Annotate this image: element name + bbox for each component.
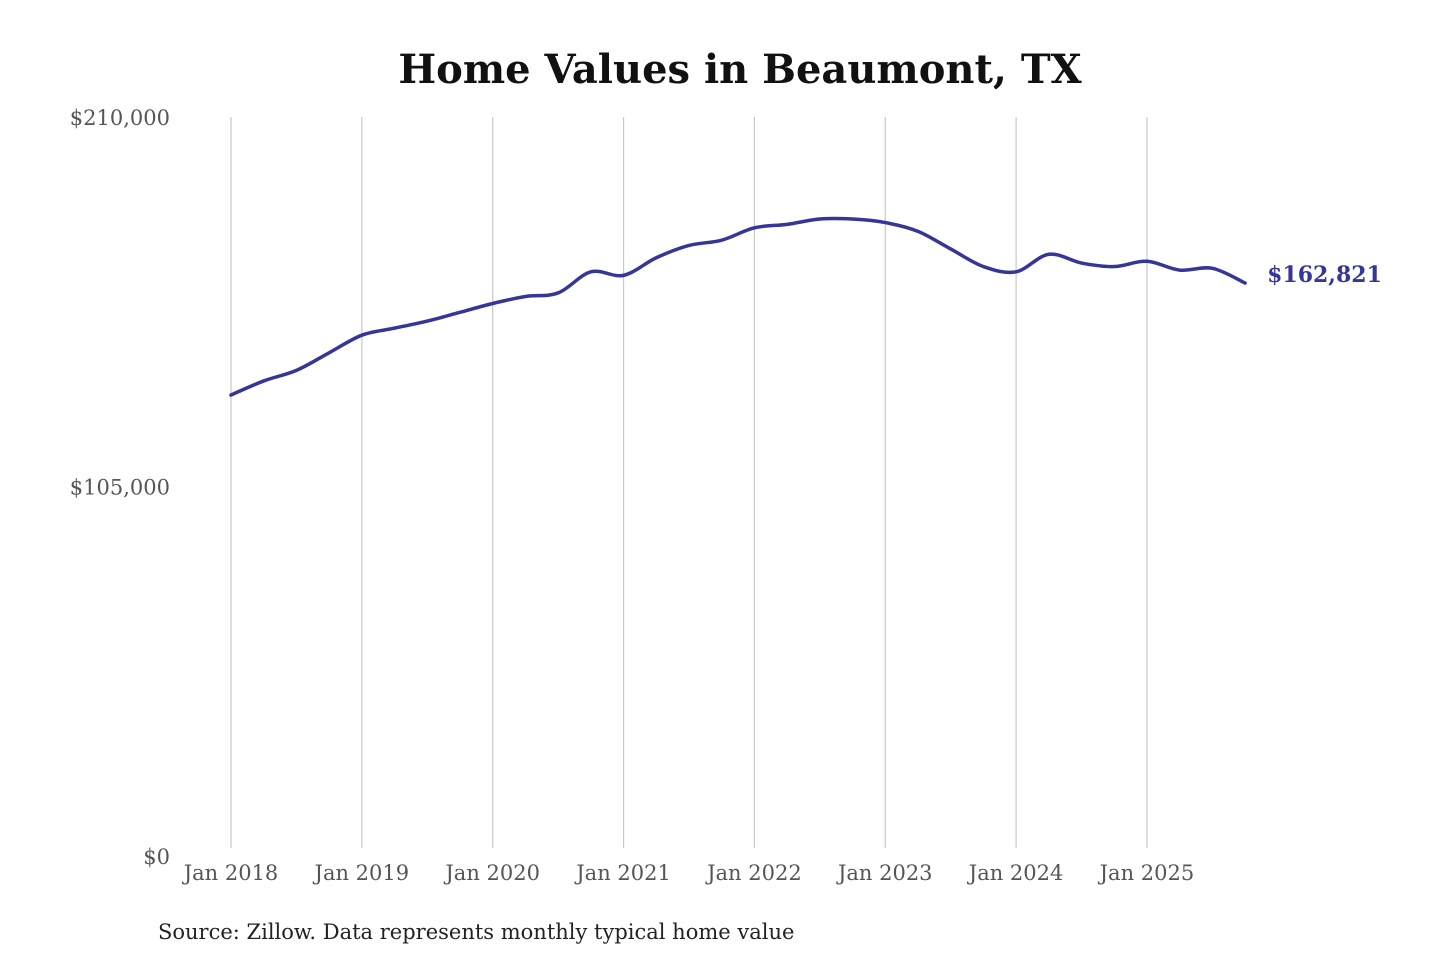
y-tick-label: $105,000 bbox=[70, 476, 170, 500]
x-tick-label: Jan 2018 bbox=[182, 861, 279, 885]
y-axis-ticks: $0 $105,000 $210,000 bbox=[70, 106, 170, 869]
x-tick-label: Jan 2023 bbox=[836, 861, 933, 885]
y-tick-label: $0 bbox=[143, 845, 170, 869]
source-note: Source: Zillow. Data represents monthly … bbox=[158, 920, 794, 944]
x-tick-label: Jan 2019 bbox=[313, 861, 410, 885]
chart-title: Home Values in Beaumont, TX bbox=[398, 46, 1081, 93]
grid-lines bbox=[230, 117, 1148, 848]
x-tick-label: Jan 2020 bbox=[443, 861, 540, 885]
end-value-label: $162,821 bbox=[1267, 262, 1382, 288]
x-tick-label: Jan 2024 bbox=[967, 861, 1064, 885]
series-line-0 bbox=[229, 216, 1247, 397]
x-tick-label: Jan 2021 bbox=[574, 861, 671, 885]
y-tick-label: $210,000 bbox=[70, 106, 170, 130]
x-tick-label: Jan 2022 bbox=[705, 861, 802, 885]
series-layer bbox=[229, 216, 1247, 397]
x-tick-label: Jan 2025 bbox=[1098, 861, 1195, 885]
x-axis-ticks: Jan 2018 Jan 2019 Jan 2020 Jan 2021 Jan 2022… bbox=[182, 861, 1195, 885]
